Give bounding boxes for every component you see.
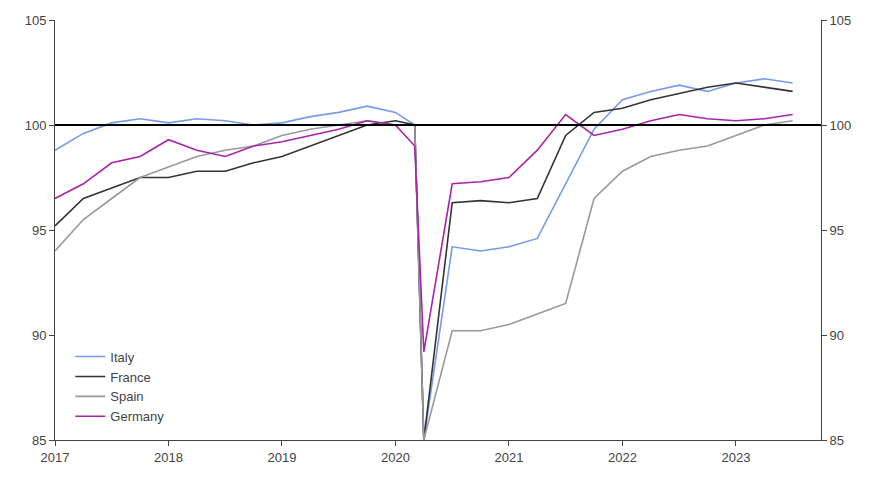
- svg-text:105: 105: [25, 13, 47, 28]
- svg-text:105: 105: [830, 13, 852, 28]
- svg-text:90: 90: [830, 328, 844, 343]
- svg-text:85: 85: [830, 433, 844, 448]
- svg-text:85: 85: [32, 433, 46, 448]
- svg-text:2018: 2018: [154, 450, 183, 465]
- svg-text:Italy: Italy: [110, 350, 134, 365]
- svg-text:95: 95: [32, 223, 46, 238]
- svg-text:2022: 2022: [608, 450, 637, 465]
- svg-text:100: 100: [25, 118, 47, 133]
- svg-text:2019: 2019: [267, 450, 296, 465]
- svg-text:100: 100: [830, 118, 852, 133]
- svg-text:2020: 2020: [381, 450, 410, 465]
- svg-text:2023: 2023: [721, 450, 750, 465]
- svg-text:2021: 2021: [494, 450, 523, 465]
- svg-text:90: 90: [32, 328, 46, 343]
- svg-text:Spain: Spain: [110, 389, 143, 404]
- svg-text:France: France: [110, 370, 150, 385]
- svg-text:Germany: Germany: [110, 409, 164, 424]
- svg-text:95: 95: [830, 223, 844, 238]
- svg-text:2017: 2017: [41, 450, 70, 465]
